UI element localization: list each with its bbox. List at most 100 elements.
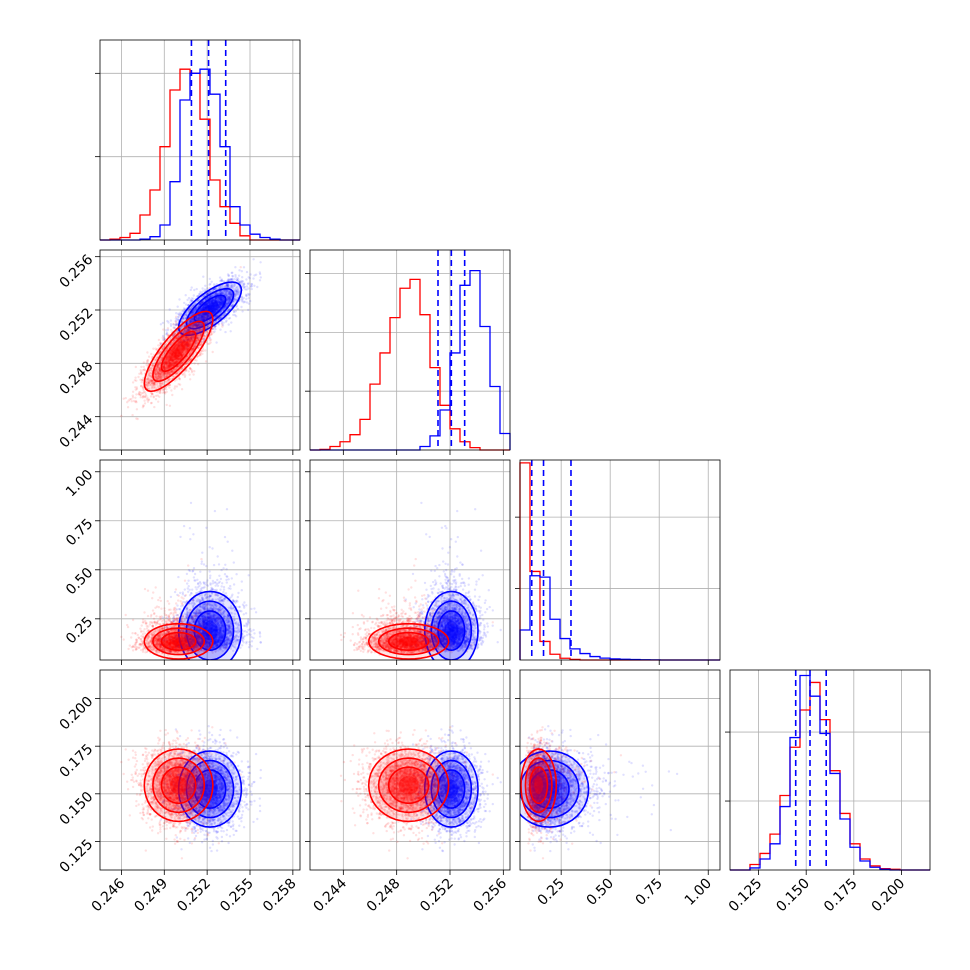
scatter-point (203, 316, 206, 319)
scatter-point (175, 342, 178, 345)
scatter-point (170, 364, 173, 367)
scatter-point (140, 365, 143, 369)
scatter-point (240, 298, 244, 301)
scatter-point (172, 363, 175, 366)
scatter-point (158, 373, 161, 376)
scatter-point (168, 365, 171, 368)
scatter-point (147, 387, 151, 390)
scatter-point (240, 305, 243, 309)
scatter-point (131, 394, 134, 397)
scatter-point (210, 280, 213, 283)
scatter-point (171, 351, 174, 354)
scatter-point (168, 356, 171, 360)
scatter-point (182, 352, 185, 355)
scatter-point (141, 385, 145, 389)
scatter-point (181, 344, 184, 348)
scatter-point (167, 333, 170, 336)
scatter-point (213, 316, 216, 319)
scatter-point (188, 321, 191, 324)
scatter-point (165, 374, 168, 378)
scatter-point (154, 359, 157, 362)
scatter-point (197, 363, 200, 366)
scatter-point (173, 352, 176, 355)
scatter-point (162, 328, 165, 331)
scatter-point (198, 329, 201, 332)
scatter-point (174, 351, 178, 354)
scatter-point (186, 328, 189, 332)
scatter-1-0-content (100, 250, 300, 450)
scatter-point (158, 375, 162, 378)
scatter-point (182, 329, 185, 333)
scatter-point (158, 352, 161, 355)
scatter-point (208, 283, 211, 286)
scatter-point (193, 370, 196, 373)
scatter-point (194, 325, 198, 328)
scatter-point (162, 338, 166, 342)
scatter-point (148, 367, 152, 370)
scatter-point (122, 397, 125, 400)
scatter-point (175, 353, 178, 357)
scatter-point (176, 335, 180, 338)
scatter-point (195, 359, 198, 362)
scatter-point (161, 373, 165, 377)
scatter-point (169, 351, 172, 354)
scatter-point (164, 372, 167, 376)
scatter-point (181, 373, 184, 376)
scatter-point (146, 359, 149, 362)
scatter-point (187, 328, 190, 331)
scatter-point (177, 340, 181, 343)
scatter-point (172, 362, 175, 365)
scatter-point (249, 273, 252, 276)
scatter-point (156, 376, 159, 379)
scatter-point (168, 356, 171, 359)
scatter-point (165, 361, 168, 364)
scatter-point (151, 381, 154, 384)
scatter-point (245, 270, 249, 274)
scatter-point (159, 373, 162, 377)
scatter-point (178, 369, 181, 373)
scatter-point (176, 348, 179, 351)
scatter-point (184, 335, 187, 339)
scatter-point (176, 355, 179, 358)
scatter-point (168, 352, 171, 355)
scatter-point (198, 333, 202, 337)
scatter-point (170, 341, 174, 345)
scatter-point (181, 349, 184, 352)
scatter-point (245, 278, 248, 281)
scatter-point (178, 355, 181, 358)
scatter-point (169, 371, 172, 374)
scatter-point (181, 346, 184, 349)
scatter-point (207, 324, 210, 328)
scatter-point (198, 337, 201, 340)
scatter-point (205, 317, 208, 320)
scatter-point (169, 328, 173, 332)
scatter-point (185, 343, 188, 346)
scatter-point (207, 314, 210, 317)
scatter-point (159, 375, 163, 378)
scatter-point (156, 363, 160, 367)
scatter-point (189, 336, 192, 340)
scatter-point (137, 375, 140, 379)
scatter-point (186, 329, 189, 332)
scatter-point (190, 338, 193, 341)
scatter-point (182, 346, 186, 350)
scatter-point (176, 348, 179, 352)
scatter-point (213, 330, 216, 333)
scatter-point (165, 363, 168, 366)
scatter-point (180, 388, 184, 391)
scatter-point (170, 352, 174, 355)
scatter-point (191, 336, 195, 339)
scatter-point (211, 308, 214, 311)
scatter-point (190, 338, 193, 341)
scatter-point (178, 341, 182, 344)
scatter-point (161, 391, 164, 394)
scatter-point (136, 417, 139, 421)
scatter-point (176, 336, 179, 339)
scatter-point (247, 297, 250, 300)
scatter-point (211, 350, 214, 354)
scatter-point (150, 392, 153, 395)
scatter-point (210, 333, 213, 336)
scatter-point (171, 351, 174, 354)
scatter-point (186, 341, 189, 344)
scatter-point (192, 324, 195, 327)
